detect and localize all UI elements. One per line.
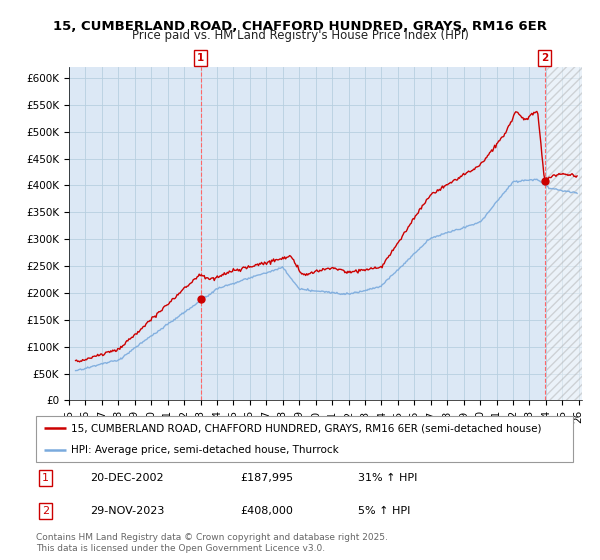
FancyBboxPatch shape <box>36 416 573 462</box>
Text: 5% ↑ HPI: 5% ↑ HPI <box>358 506 410 516</box>
Text: 31% ↑ HPI: 31% ↑ HPI <box>358 473 418 483</box>
Text: 15, CUMBERLAND ROAD, CHAFFORD HUNDRED, GRAYS, RM16 6ER: 15, CUMBERLAND ROAD, CHAFFORD HUNDRED, G… <box>53 20 547 32</box>
Text: 1: 1 <box>197 53 204 63</box>
Text: HPI: Average price, semi-detached house, Thurrock: HPI: Average price, semi-detached house,… <box>71 445 338 455</box>
Text: 29-NOV-2023: 29-NOV-2023 <box>90 506 164 516</box>
Text: 20-DEC-2002: 20-DEC-2002 <box>90 473 163 483</box>
Text: 2: 2 <box>42 506 49 516</box>
Text: £187,995: £187,995 <box>240 473 293 483</box>
Text: 1: 1 <box>42 473 49 483</box>
Text: 15, CUMBERLAND ROAD, CHAFFORD HUNDRED, GRAYS, RM16 6ER (semi-detached house): 15, CUMBERLAND ROAD, CHAFFORD HUNDRED, G… <box>71 423 541 433</box>
Text: Price paid vs. HM Land Registry's House Price Index (HPI): Price paid vs. HM Land Registry's House … <box>131 29 469 42</box>
Text: £408,000: £408,000 <box>240 506 293 516</box>
Text: 2: 2 <box>541 53 548 63</box>
Text: Contains HM Land Registry data © Crown copyright and database right 2025.
This d: Contains HM Land Registry data © Crown c… <box>36 533 388 553</box>
Bar <box>547 67 582 400</box>
